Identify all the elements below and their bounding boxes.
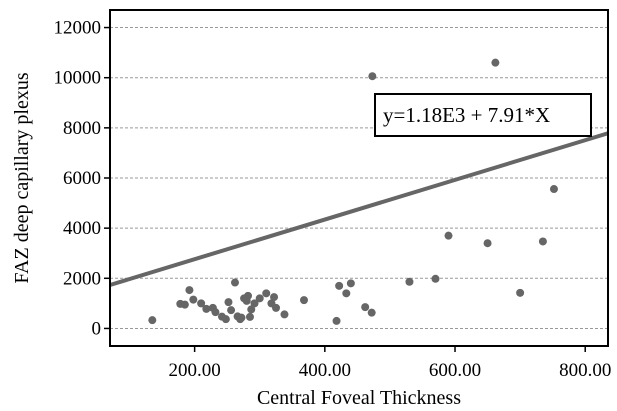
- y-tick-label: 12000: [54, 18, 102, 39]
- y-tick-label: 8000: [63, 118, 101, 139]
- data-point: [405, 277, 414, 286]
- data-point: [431, 274, 440, 283]
- data-point: [211, 308, 220, 317]
- data-point: [180, 300, 189, 309]
- tick-group: 0 2000 4000 6000 8000 10000 12000 200.00 400.00 6…: [54, 18, 612, 381]
- data-point: [299, 296, 308, 305]
- data-point: [202, 304, 211, 313]
- data-point: [332, 316, 341, 325]
- data-point: [335, 281, 344, 290]
- data-point: [262, 289, 271, 298]
- y-tick-label: 4000: [63, 218, 101, 239]
- x-tick-label: 200.00: [169, 360, 221, 381]
- fit-line-group: [109, 131, 609, 287]
- equation-label: y=1.18E3 + 7.91*X: [383, 103, 550, 127]
- data-point: [221, 315, 230, 324]
- y-tick-label: 6000: [63, 168, 101, 189]
- equation-box: [374, 93, 592, 137]
- data-point: [250, 299, 259, 308]
- data-point: [255, 294, 264, 303]
- x-tick-label: 600.00: [429, 360, 481, 381]
- data-point: [549, 185, 558, 194]
- data-point: [227, 306, 236, 315]
- data-point: [185, 286, 194, 295]
- data-point: [189, 295, 198, 304]
- data-point: [444, 231, 453, 240]
- data-point: [361, 303, 370, 312]
- data-point: [280, 310, 289, 319]
- data-point: [270, 293, 279, 302]
- data-points: [148, 58, 558, 325]
- y-tick-label: 2000: [63, 268, 101, 289]
- data-point: [367, 308, 376, 317]
- data-point: [516, 288, 525, 297]
- data-point: [148, 316, 157, 325]
- data-point: [346, 279, 355, 288]
- equation-group: y=1.18E3 + 7.91*X: [374, 93, 592, 137]
- y-tick-label: 0: [92, 318, 102, 339]
- data-point: [244, 291, 253, 300]
- fit-line: [109, 131, 609, 287]
- data-point: [342, 289, 351, 298]
- y-axis-title: FAZ deep capillary plexus: [11, 72, 33, 283]
- data-point: [272, 303, 280, 312]
- data-point: [538, 237, 547, 246]
- data-point: [197, 299, 206, 308]
- x-axis-title: Central Foveal Thickness: [257, 387, 461, 409]
- data-point: [245, 312, 254, 321]
- x-tick-label: 800.00: [559, 360, 611, 381]
- data-point: [368, 72, 377, 81]
- data-point: [224, 298, 233, 307]
- data-point: [237, 313, 246, 322]
- x-tick-label: 400.00: [299, 360, 351, 381]
- y-tick-label: 10000: [54, 68, 102, 89]
- data-point: [247, 305, 256, 314]
- data-point: [483, 239, 492, 248]
- data-point: [230, 278, 239, 287]
- data-point: [491, 58, 500, 67]
